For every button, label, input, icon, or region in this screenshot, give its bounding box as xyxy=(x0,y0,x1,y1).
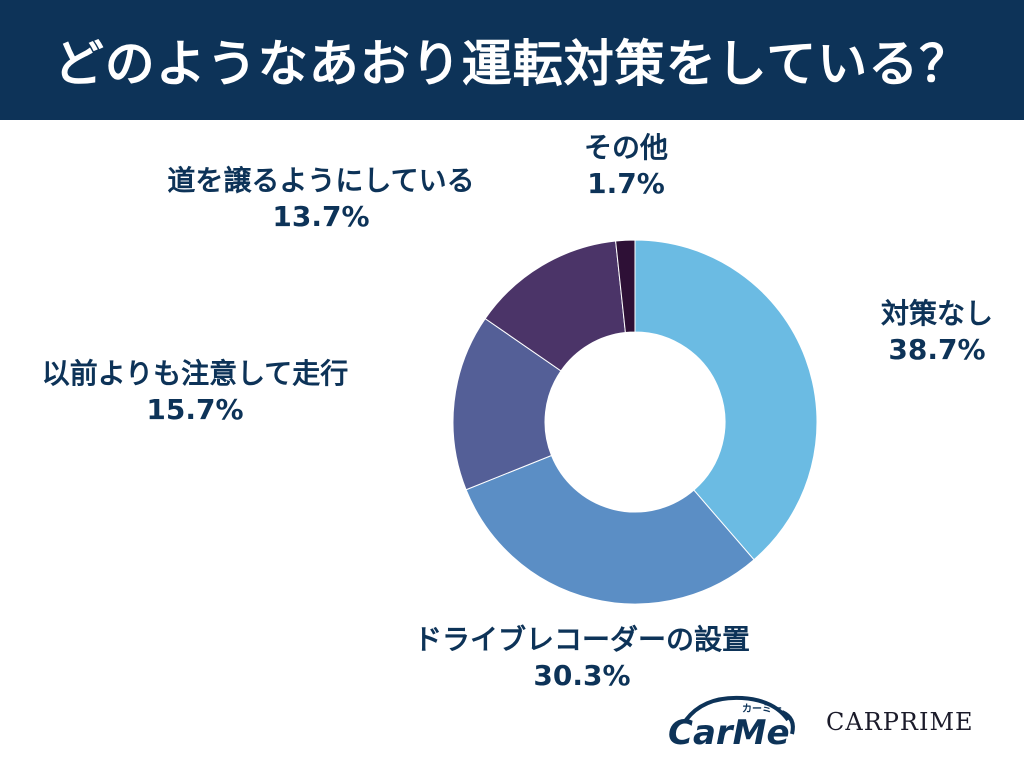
donut-slice-1 xyxy=(465,454,755,605)
header-banner: どのようなあおり運転対策をしている？ xyxy=(0,0,1024,120)
donut-slice-0 xyxy=(634,239,818,561)
carme-kana: カーミー xyxy=(742,703,782,715)
carme-wordmark: CarMe xyxy=(668,713,790,750)
slice-label-name: その他 xyxy=(583,131,668,164)
slice-label-name: 道を譲るようにしている xyxy=(167,164,475,197)
label-slice-4: その他 1.7% xyxy=(556,130,696,203)
slice-label-value: 13.7% xyxy=(272,200,370,234)
slice-label-name: 以前よりも注意して走行 xyxy=(41,357,349,390)
slice-label-value: 38.7% xyxy=(888,333,986,367)
slice-label-name: ドライブレコーダーの設置 xyxy=(413,623,750,656)
label-slice-2: 以前よりも注意して走行 15.7% xyxy=(10,356,380,429)
slice-label-name: 対策なし xyxy=(880,297,993,330)
donut-slice-4 xyxy=(615,239,636,334)
label-slice-0: 対策なし 38.7% xyxy=(862,296,1012,369)
carprime-logo: CARPRIME xyxy=(826,708,974,736)
slice-label-value: 15.7% xyxy=(146,393,244,427)
slice-label-value: 30.3% xyxy=(533,659,631,693)
slice-label-value: 1.7% xyxy=(587,167,665,201)
carme-logo: カーミー CarMe xyxy=(668,695,795,750)
page-title: どのようなあおり運転対策をしている？ xyxy=(53,35,971,93)
label-slice-1: ドライブレコーダーの設置 30.3% xyxy=(352,622,812,695)
label-slice-3: 道を譲るようにしている 13.7% xyxy=(126,163,516,236)
